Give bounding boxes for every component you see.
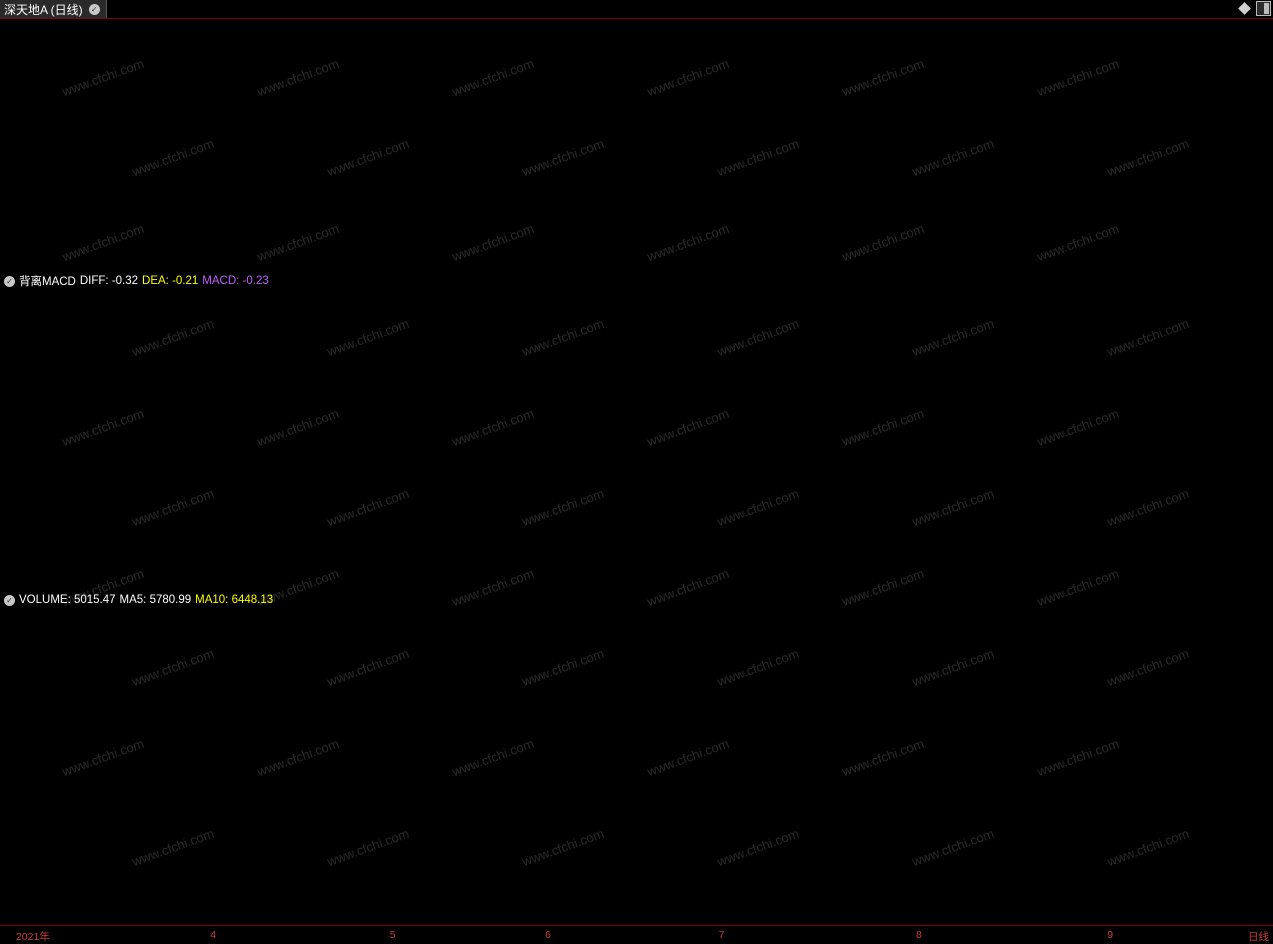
watermark: www.cfchi.com [1105, 645, 1191, 690]
date-tick: 5 [389, 929, 396, 941]
watermark: www.cfchi.com [520, 825, 606, 870]
watermark: www.cfchi.com [60, 55, 146, 100]
date-axis: 日线 2021年 4 5 6 7 8 9 [0, 925, 1273, 944]
watermark: www.cfchi.com [255, 55, 341, 100]
window-controls [1238, 1, 1271, 16]
volume-ma5-value: MA5: 5780.99 [119, 594, 192, 606]
watermark: www.cfchi.com [520, 315, 606, 360]
title-bar: 深天地A (日线) ✓ [0, 0, 1273, 19]
watermark: www.cfchi.com [910, 645, 996, 690]
watermark: www.cfchi.com [450, 220, 536, 265]
watermark: www.cfchi.com [1105, 315, 1191, 360]
watermark: www.cfchi.com [715, 825, 801, 870]
macd-header: ✓ 背离MACD DIFF: -0.32 DEA: -0.21 MACD: -0… [4, 273, 269, 289]
volume-ma10-value: MA10: 6448.13 [195, 594, 274, 606]
watermark: www.cfchi.com [1105, 825, 1191, 870]
watermark: www.cfchi.com [1035, 735, 1121, 780]
watermark: www.cfchi.com [520, 135, 606, 180]
watermark: www.cfchi.com [1035, 55, 1121, 100]
watermark: www.cfchi.com [130, 315, 216, 360]
date-tick: 4 [210, 929, 217, 941]
watermark: www.cfchi.com [325, 825, 411, 870]
watermark: www.cfchi.com [130, 645, 216, 690]
watermark: www.cfchi.com [645, 55, 731, 100]
watermark: www.cfchi.com [520, 485, 606, 530]
watermark: www.cfchi.com [840, 220, 926, 265]
volume-header: ✓ VOLUME: 5015.47 MA5: 5780.99 MA10: 644… [4, 594, 273, 606]
watermark: www.cfchi.com [910, 315, 996, 360]
watermark: www.cfchi.com [60, 220, 146, 265]
watermark: www.cfchi.com [910, 825, 996, 870]
watermark: www.cfchi.com [130, 485, 216, 530]
watermark: www.cfchi.com [325, 485, 411, 530]
watermark: www.cfchi.com [1105, 485, 1191, 530]
watermark: www.cfchi.com [1035, 220, 1121, 265]
watermark: www.cfchi.com [840, 405, 926, 450]
macd-diff-value: DIFF: -0.32 [79, 275, 139, 287]
volume-title: VOLUME: 5015.47 [19, 594, 116, 606]
date-tick: 7 [718, 929, 725, 941]
window-icon[interactable] [1256, 1, 1271, 16]
period-label: 日线 [1248, 931, 1269, 943]
watermark: www.cfchi.com [325, 135, 411, 180]
diamond-icon[interactable] [1238, 2, 1251, 15]
watermark: www.cfchi.com [645, 735, 731, 780]
watermark: www.cfchi.com [325, 645, 411, 690]
watermark: www.cfchi.com [255, 220, 341, 265]
date-tick: 6 [545, 929, 552, 941]
watermark: www.cfchi.com [1035, 405, 1121, 450]
watermark: www.cfchi.com [645, 220, 731, 265]
watermark: www.cfchi.com [60, 735, 146, 780]
symbol-tab[interactable]: 深天地A (日线) ✓ [0, 0, 107, 18]
watermark: www.cfchi.com [840, 735, 926, 780]
check-icon: ✓ [88, 4, 100, 15]
watermark: www.cfchi.com [255, 735, 341, 780]
watermark: www.cfchi.com [130, 135, 216, 180]
watermark: www.cfchi.com [715, 315, 801, 360]
watermark: www.cfchi.com [130, 825, 216, 870]
macd-title: 背离MACD [19, 276, 76, 288]
watermark: www.cfchi.com [715, 645, 801, 690]
watermark: www.cfchi.com [910, 485, 996, 530]
watermark: www.cfchi.com [450, 735, 536, 780]
check-icon[interactable]: ✓ [4, 275, 15, 287]
watermark: www.cfchi.com [255, 405, 341, 450]
watermark: www.cfchi.com [325, 315, 411, 360]
macd-macd-value: MACD: -0.23 [202, 275, 269, 287]
check-icon[interactable]: ✓ [4, 594, 15, 606]
watermark: www.cfchi.com [840, 565, 926, 610]
watermark: www.cfchi.com [645, 405, 731, 450]
watermark: www.cfchi.com [910, 135, 996, 180]
watermark: www.cfchi.com [715, 135, 801, 180]
watermark: www.cfchi.com [1035, 565, 1121, 610]
watermark: www.cfchi.com [450, 405, 536, 450]
watermark: www.cfchi.com [60, 405, 146, 450]
date-tick: 9 [1107, 929, 1114, 941]
watermark: www.cfchi.com [520, 645, 606, 690]
date-tick: 2021年 [15, 931, 50, 943]
watermark: www.cfchi.com [450, 55, 536, 100]
watermark: www.cfchi.com [450, 565, 536, 610]
watermark: www.cfchi.com [645, 565, 731, 610]
watermark: www.cfchi.com [1105, 135, 1191, 180]
watermark: www.cfchi.com [715, 485, 801, 530]
watermark: www.cfchi.com [840, 55, 926, 100]
macd-dea-value: DEA: -0.21 [142, 275, 199, 287]
date-tick: 8 [915, 929, 922, 941]
symbol-tab-label: 深天地A (日线) [4, 3, 83, 17]
